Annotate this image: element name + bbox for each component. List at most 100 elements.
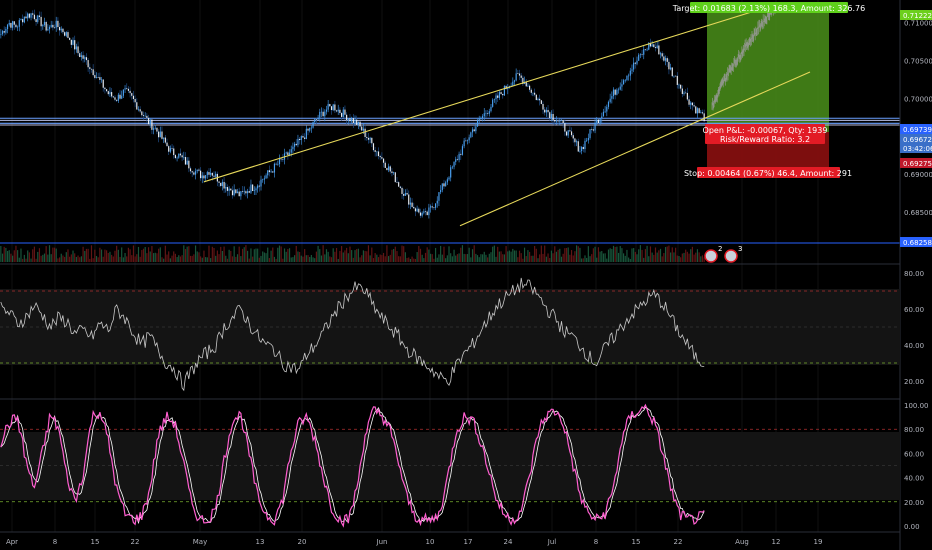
candle-body (349, 118, 351, 122)
stochastic-panel[interactable] (0, 403, 900, 528)
volume-bar (382, 252, 385, 262)
volume-bar (408, 257, 410, 262)
candle-body (139, 109, 141, 112)
candle-body (3, 31, 5, 33)
channel-upper-line[interactable] (203, 3, 779, 183)
volume-bar (181, 255, 183, 262)
volume-bar (476, 255, 479, 262)
candle-body (453, 161, 455, 167)
volume-bar (386, 245, 388, 262)
candle-body (70, 39, 72, 45)
candle-body (414, 208, 417, 212)
volume-bar (431, 254, 433, 262)
price-marker[interactable] (900, 237, 932, 247)
candle-body (178, 153, 180, 158)
volume-bar (332, 248, 334, 262)
candle-body (94, 75, 96, 78)
volume-bar (680, 257, 682, 262)
volume-bar (235, 256, 237, 262)
candle-body (77, 46, 79, 54)
volume-bar (465, 254, 467, 262)
volume-bar (310, 255, 312, 262)
candle-body (12, 21, 14, 28)
volume-bar (394, 246, 396, 262)
candle-body (601, 116, 603, 119)
volume-bar (579, 247, 581, 262)
volume-bar (461, 245, 464, 262)
candle-body (43, 21, 46, 25)
volume-bar (518, 250, 521, 262)
volume-bar (466, 254, 469, 262)
volume-bar (299, 251, 301, 262)
volume-bar (50, 254, 52, 262)
volume-bar (463, 253, 465, 262)
price-panel[interactable]: Target: 0.01683 (2.13%) 168.3, Amount: 3… (0, 2, 900, 263)
candle-body (327, 104, 329, 110)
candle-body (609, 98, 611, 102)
volume-bar (670, 252, 672, 262)
target-zone[interactable] (707, 12, 829, 132)
event-badges[interactable]: 2 3 (704, 245, 742, 263)
candle-body (18, 20, 20, 27)
price-axis[interactable]: 0.710000.705000.700000.695000.690000.685… (900, 10, 932, 247)
rsi-tick-label: 20.00 (904, 378, 924, 386)
candle-body (106, 89, 108, 92)
candle-body (473, 129, 475, 132)
volume-bar (287, 249, 289, 262)
volume-bar (65, 252, 67, 262)
volume-bar (327, 251, 329, 262)
price-marker-label: 0.69275 (903, 160, 932, 168)
volume-bar (196, 251, 198, 262)
channel-lower-line[interactable] (459, 71, 811, 227)
candle-body (606, 106, 608, 112)
volume-bar (534, 246, 536, 262)
candle-body (530, 89, 532, 93)
volume-bar (52, 247, 54, 262)
candle-body (567, 130, 569, 136)
candle-body (424, 211, 427, 212)
volume-bar (20, 248, 22, 262)
candle-body (295, 143, 297, 146)
volume-bar (210, 258, 212, 262)
price-marker[interactable] (900, 143, 932, 153)
candle-body (406, 192, 408, 195)
volume-bar (570, 250, 573, 262)
volume-bar (220, 246, 222, 262)
volume-bar (240, 256, 242, 262)
time-tick-label: 17 (464, 538, 473, 546)
time-axis[interactable]: Apr 8 15 22 May 13 20 Jun 10 17 24 Jul 8 15 22 Aug 12 19 (6, 538, 823, 546)
price-marker[interactable] (900, 134, 932, 144)
time-tick-label: 15 (91, 538, 100, 546)
candle-body (386, 167, 388, 171)
price-marker[interactable] (900, 158, 932, 168)
candle-body (433, 207, 435, 209)
stochastic-d-line (0, 406, 705, 525)
volume-bar (693, 254, 695, 262)
volume-bar (656, 252, 658, 262)
price-marker[interactable] (900, 124, 932, 134)
candle-body (168, 146, 170, 152)
volume-bar (213, 247, 215, 262)
flag-icon[interactable] (704, 249, 718, 263)
candle-body (683, 92, 685, 94)
volume-bar (512, 248, 514, 262)
volume-bar (695, 252, 697, 262)
candle-body (416, 208, 418, 212)
candle-body (82, 55, 84, 59)
volume-bar (648, 256, 650, 262)
volume-bar (344, 250, 346, 262)
volume-bar (433, 258, 435, 262)
candle-body (344, 109, 346, 115)
volume-bar (634, 251, 636, 262)
volume-bar (85, 248, 88, 262)
candle-body (332, 104, 334, 111)
volume-bar (678, 256, 680, 262)
time-tick-label: 8 (594, 538, 598, 546)
price-marker[interactable] (900, 10, 932, 20)
candle-body (703, 113, 705, 122)
flag-icon[interactable] (724, 249, 738, 263)
rsi-panel[interactable] (0, 277, 900, 392)
candle-body (121, 95, 123, 99)
trend-lines[interactable] (203, 3, 811, 227)
